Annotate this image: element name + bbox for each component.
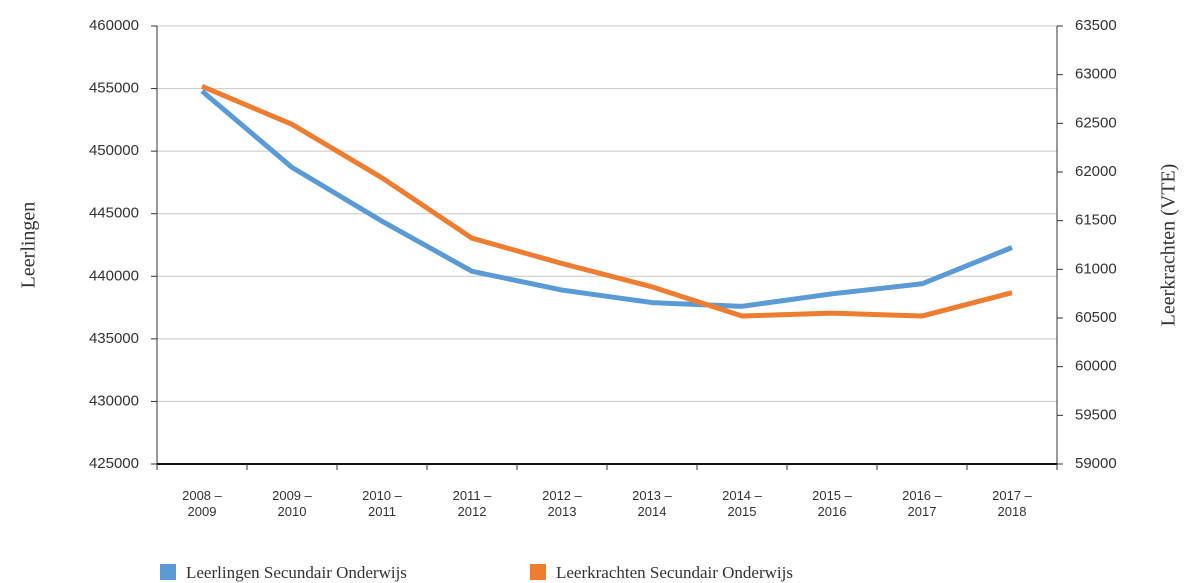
y2-tick-label: 63500 [1075,17,1117,34]
legend-label: Leerlingen Secundair Onderwijs [186,563,407,582]
y2-tick-label: 61500 [1075,212,1117,229]
x-tick-label: 2014 – 2015 [722,488,762,519]
x-tick-label: 2011 – 2012 [452,488,492,519]
y2-tick-label: 62500 [1075,114,1117,131]
x-tick-label: 2015 – 2016 [812,488,852,519]
x-tick-label: 2017 – 2018 [992,488,1032,519]
x-tick-label: 2016 – 2017 [902,488,942,519]
y-tick-label: 440000 [89,267,139,284]
x-tick-label: 2008 – 2009 [182,488,222,519]
y-tick-label: 460000 [89,17,139,34]
y2-axis-label: Leerkrachten (VTE) [1158,164,1180,327]
y-tick-label: 425000 [89,455,139,472]
x-tick-label: 2013 – 2014 [632,488,672,519]
y-axis-label: Leerlingen [18,202,40,289]
y-tick-label: 450000 [89,142,139,159]
y2-tick-label: 59500 [1075,406,1117,423]
y-tick-label: 430000 [89,392,139,409]
y2-tick-label: 59000 [1075,455,1117,472]
y2-tick-label: 61000 [1075,260,1117,277]
x-tick-label: 2010 – 2011 [362,488,402,519]
y2-tick-label: 62000 [1075,163,1117,180]
legend-label: Leerkrachten Secundair Onderwijs [556,563,793,582]
y2-tick-label: 60000 [1075,358,1117,375]
y-tick-label: 445000 [89,205,139,222]
y-tick-label: 455000 [89,80,139,97]
y2-tick-label: 60500 [1075,309,1117,326]
x-tick-label: 2009 – 2010 [272,488,312,519]
legend-swatch [530,564,546,580]
line-series [201,84,1013,319]
legend-swatch [160,564,176,580]
y-tick-label: 435000 [89,330,139,347]
x-tick-label: 2012 – 2013 [542,488,582,519]
y2-tick-label: 63000 [1075,66,1117,83]
line-series [200,89,1013,309]
